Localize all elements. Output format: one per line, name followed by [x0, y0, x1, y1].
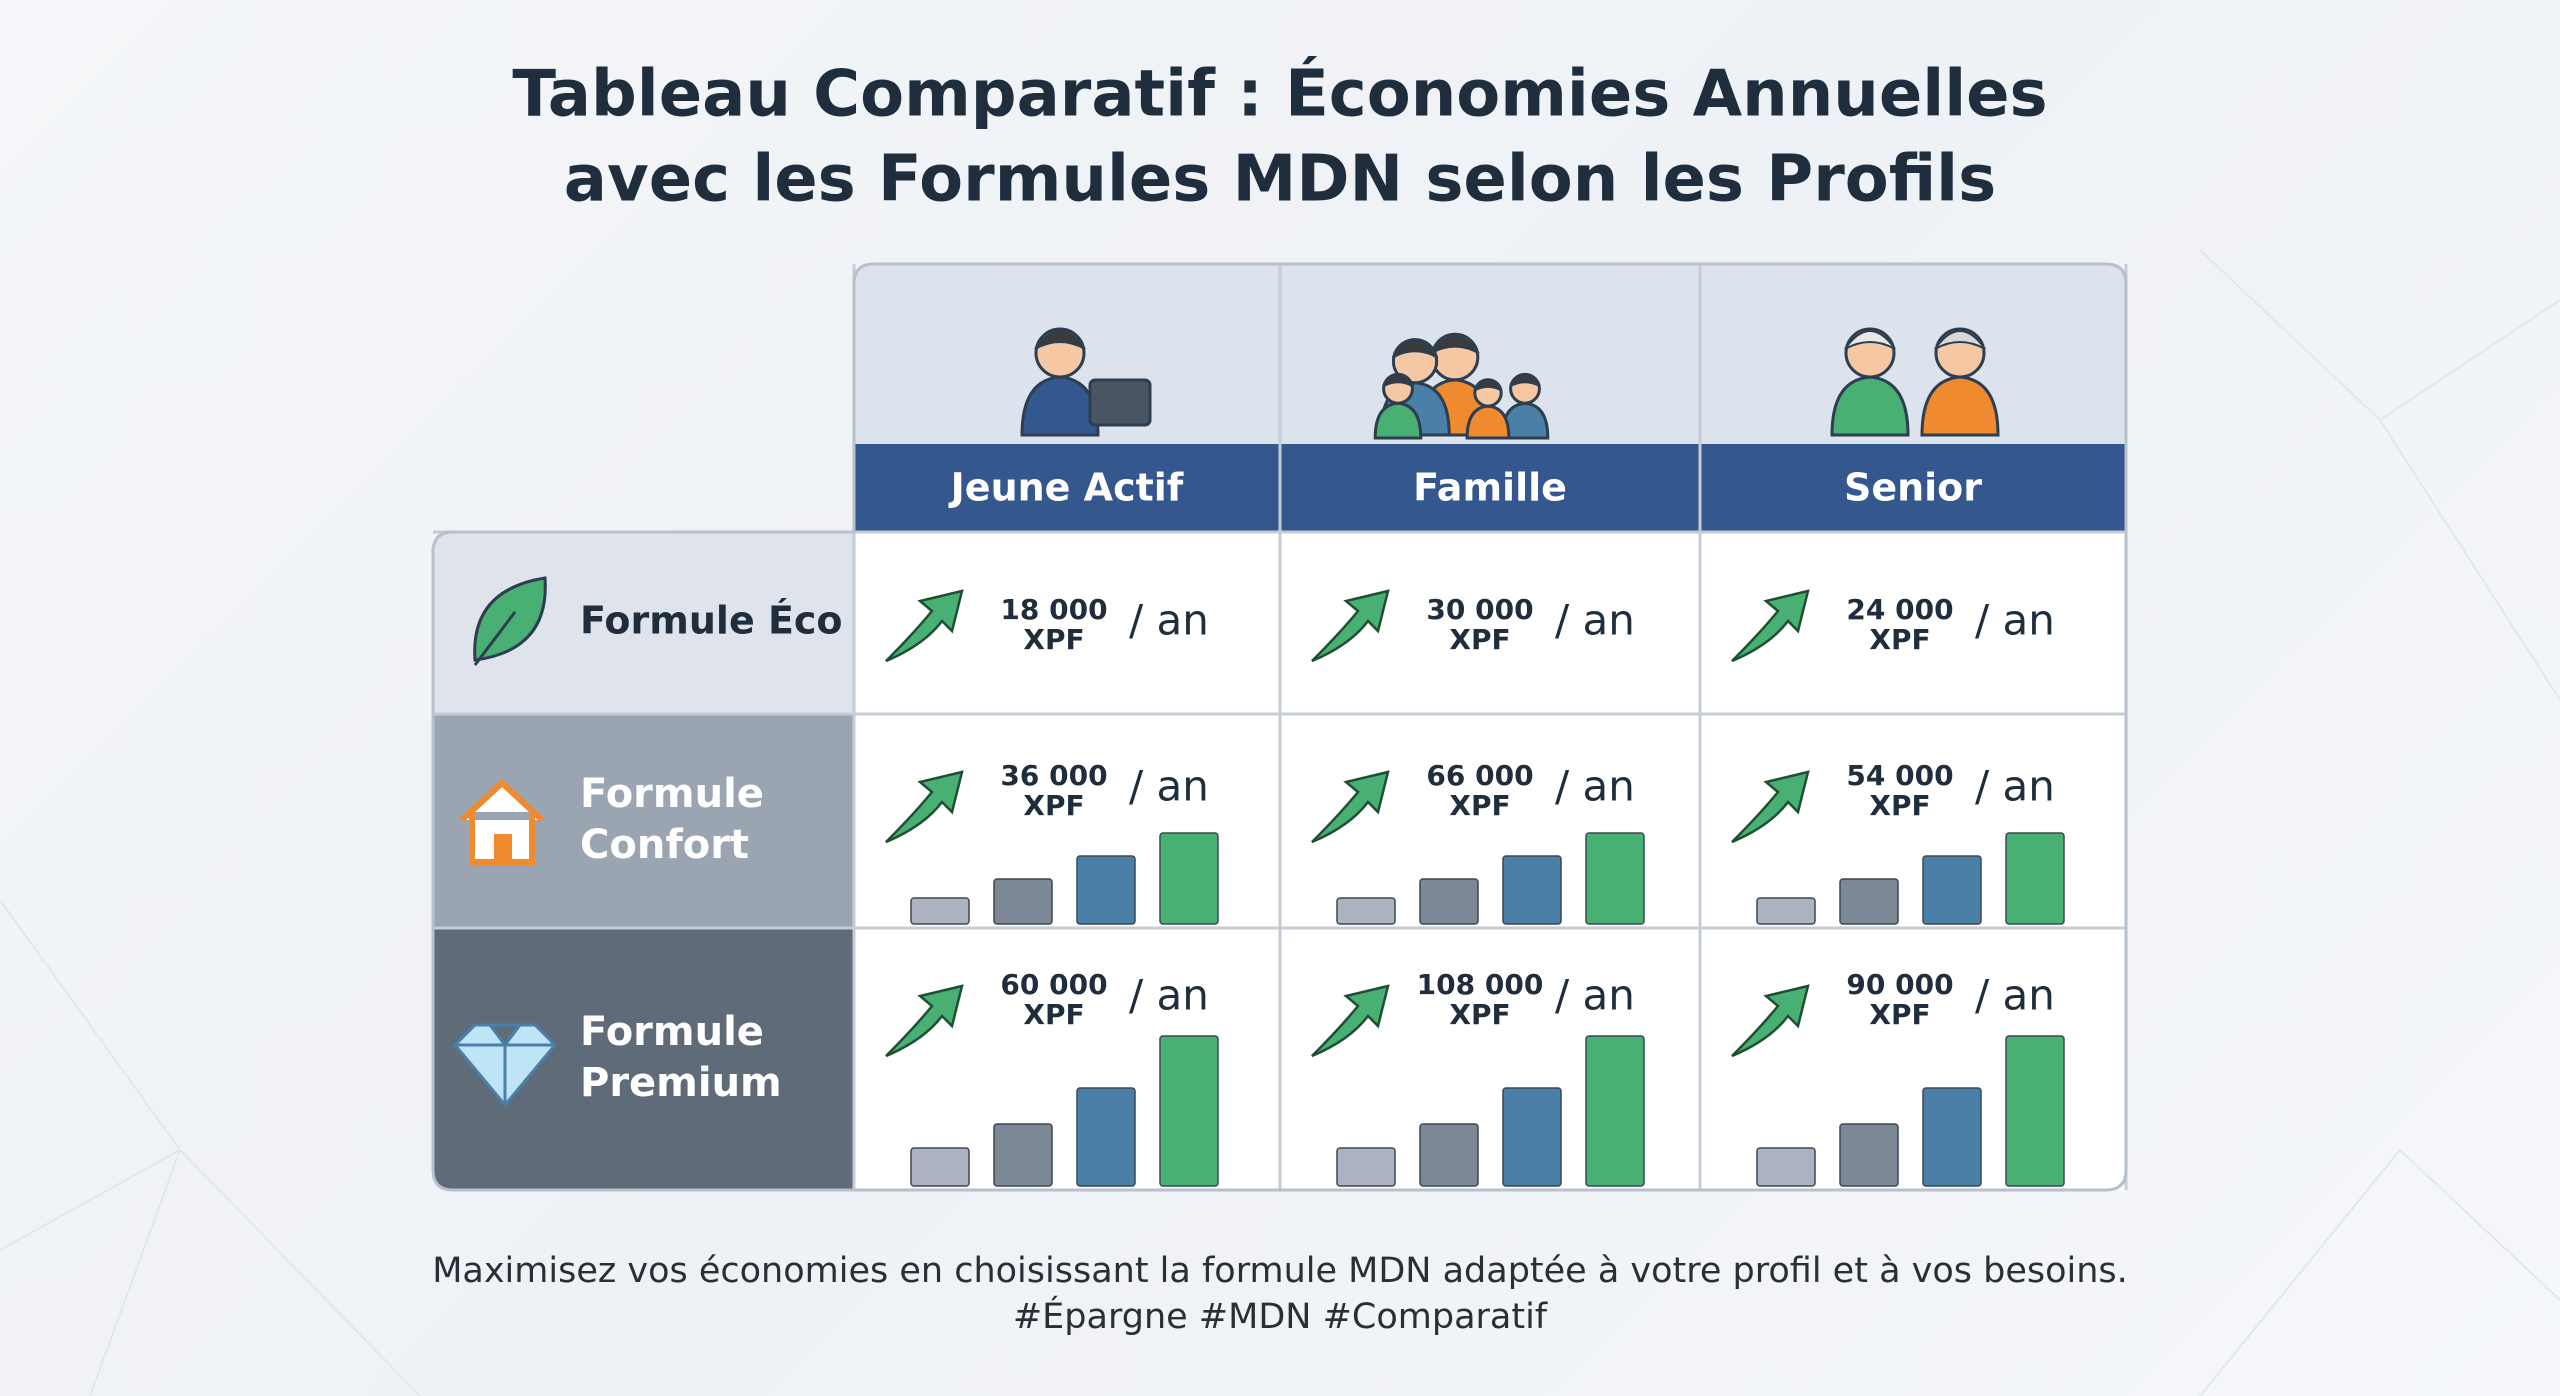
decor-bar: [1336, 1147, 1396, 1187]
decoration: [0, 899, 421, 1396]
decor-bar: [1922, 1087, 1982, 1187]
unit: / an: [1555, 762, 1635, 811]
row-label: Formule Premium: [580, 1009, 782, 1106]
decor-bar: [1419, 878, 1479, 925]
background-lines: [0, 249, 2560, 1396]
decor-bar: [1159, 832, 1219, 925]
decor-bar: [910, 1147, 970, 1187]
decor-bar: [1585, 1035, 1645, 1187]
currency: XPF: [1869, 998, 1930, 1031]
row-label-bg: [433, 532, 854, 714]
decor-bar: [1756, 1147, 1816, 1187]
trend-arrow: [1731, 984, 1810, 1058]
decor-bar: [2005, 1035, 2065, 1187]
title-line: Tableau Comparatif : Économies Annuelles: [512, 56, 2047, 132]
icon-hair: [1382, 374, 1414, 388]
table-border: [431, 262, 2128, 1192]
icon-hair: [1034, 330, 1086, 350]
icon-door: [494, 834, 512, 862]
decor-bar: [1839, 1123, 1899, 1187]
unit: / an: [1129, 971, 1209, 1020]
trend-arrow: [1731, 589, 1810, 663]
icon-hair: [1430, 335, 1480, 355]
decor-bar: [993, 878, 1053, 925]
unit: / an: [1555, 971, 1635, 1020]
unit: / an: [1555, 596, 1635, 645]
currency: XPF: [1869, 789, 1930, 822]
trend-arrow: [1731, 770, 1810, 844]
row-label: Formule Confort: [580, 771, 764, 868]
decor-bar: [1076, 1087, 1136, 1187]
icon-briefcase: [1088, 378, 1152, 427]
header-bg: [854, 264, 2126, 444]
footer-line: #Épargne #MDN #Comparatif: [1013, 1295, 1548, 1337]
footer-line: Maximisez vos économies en choisissant l…: [432, 1251, 2128, 1291]
trend-arrow: [1311, 984, 1390, 1058]
row-label-part: Formule: [580, 771, 764, 817]
amount: 108 000: [1417, 968, 1544, 1001]
title-line: avec les Formules MDN selon les Profils: [564, 143, 1996, 217]
icon-hair: [1934, 330, 1986, 350]
decor-bar: [1585, 832, 1645, 925]
unit: / an: [1129, 596, 1209, 645]
decor-bar: [1336, 897, 1396, 925]
trend-arrow: [1311, 770, 1390, 844]
decor-bar: [1502, 855, 1562, 925]
amount: 18 000: [1000, 593, 1107, 626]
decor-bar: [2005, 832, 2065, 925]
trend-arrow: [885, 589, 964, 663]
row-label-part: Formule: [580, 1009, 764, 1055]
unit: / an: [1975, 971, 2055, 1020]
row-label-part: Premium: [580, 1060, 782, 1106]
amount: 90 000: [1846, 968, 1953, 1001]
decor-bar: [1922, 855, 1982, 925]
trend-arrow: [885, 770, 964, 844]
icon-hair: [1391, 340, 1439, 359]
decor-bar: [1756, 897, 1816, 925]
amount: 54 000: [1846, 759, 1953, 792]
table-body-bg: [854, 532, 2126, 1190]
icon-hair: [1509, 374, 1541, 388]
amount: 24 000: [1846, 593, 1953, 626]
currency: XPF: [1449, 789, 1510, 822]
trend-arrow: [1311, 589, 1390, 663]
unit: / an: [1129, 762, 1209, 811]
row-label: Formule Éco: [580, 599, 843, 643]
amount: 36 000: [1000, 759, 1107, 792]
icon-leaf: [473, 576, 547, 666]
amount: 60 000: [1000, 968, 1107, 1001]
currency: XPF: [1023, 789, 1084, 822]
unit: / an: [1975, 596, 2055, 645]
column-header: Senior: [1844, 466, 1982, 510]
icon-diamond: [452, 1023, 558, 1108]
currency: XPF: [1869, 623, 1930, 656]
header-band: [854, 444, 2126, 532]
column-header: Jeune Actif: [948, 466, 1184, 510]
currency: XPF: [1449, 623, 1510, 656]
decor-bar: [1839, 878, 1899, 925]
row-label-part: Confort: [580, 822, 749, 868]
row-label-bg: [433, 714, 854, 928]
row-label-bg: [433, 928, 854, 1190]
decor-bar: [1159, 1035, 1219, 1187]
decor-bar: [1076, 855, 1136, 925]
currency: XPF: [1449, 998, 1510, 1031]
currency: XPF: [1023, 998, 1084, 1031]
decoration: [2199, 249, 2560, 1396]
decor-bar: [1502, 1087, 1562, 1187]
column-header: Famille: [1413, 466, 1567, 510]
trend-arrow: [885, 984, 964, 1058]
icon-hair: [1844, 330, 1896, 350]
decor-bar: [993, 1123, 1053, 1187]
currency: XPF: [1023, 623, 1084, 656]
decor-bar: [1419, 1123, 1479, 1187]
icon-hair: [1473, 379, 1503, 392]
unit: / an: [1975, 762, 2055, 811]
amount: 66 000: [1426, 759, 1533, 792]
decor-bar: [910, 897, 970, 925]
amount: 30 000: [1426, 593, 1533, 626]
